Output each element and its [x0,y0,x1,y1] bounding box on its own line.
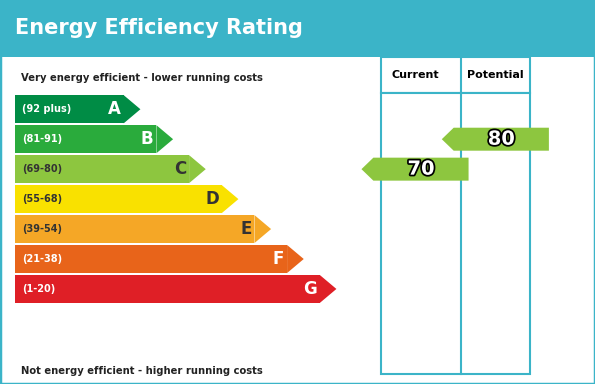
Text: A: A [108,100,121,118]
Polygon shape [255,215,271,243]
Text: (81-91): (81-91) [22,134,62,144]
Text: Potential: Potential [467,70,524,80]
Text: 70: 70 [408,160,434,179]
Bar [381,57,530,93]
Text: (69-80): (69-80) [22,164,62,174]
Bar [15,215,255,243]
Text: C: C [174,160,186,178]
Bar [15,185,222,213]
Text: (92 plus): (92 plus) [22,104,71,114]
Bar [15,155,189,183]
Polygon shape [287,245,304,273]
Bar [15,275,320,303]
Text: (55-68): (55-68) [22,194,62,204]
Text: Very energy efficient - lower running costs: Very energy efficient - lower running co… [21,73,263,83]
Bar [15,125,156,153]
Text: F: F [273,250,284,268]
Text: Current: Current [391,70,439,80]
Bar [381,93,530,374]
Bar [15,95,124,123]
Text: D: D [205,190,219,208]
Text: (1-20): (1-20) [22,284,55,294]
Text: B: B [141,130,154,148]
Polygon shape [320,275,336,303]
Polygon shape [189,155,206,183]
Text: 80: 80 [488,130,515,149]
Text: Energy Efficiency Rating: Energy Efficiency Rating [15,18,303,38]
Polygon shape [441,128,549,151]
Text: Not energy efficient - higher running costs: Not energy efficient - higher running co… [21,366,262,376]
Text: E: E [240,220,252,238]
Polygon shape [156,125,173,153]
Text: G: G [303,280,317,298]
Polygon shape [222,185,239,213]
Text: (39-54): (39-54) [22,224,62,234]
Bar [15,245,287,273]
Polygon shape [124,95,140,123]
Text: (21-38): (21-38) [22,254,62,264]
Bar [0,0,595,57]
Polygon shape [362,158,469,180]
